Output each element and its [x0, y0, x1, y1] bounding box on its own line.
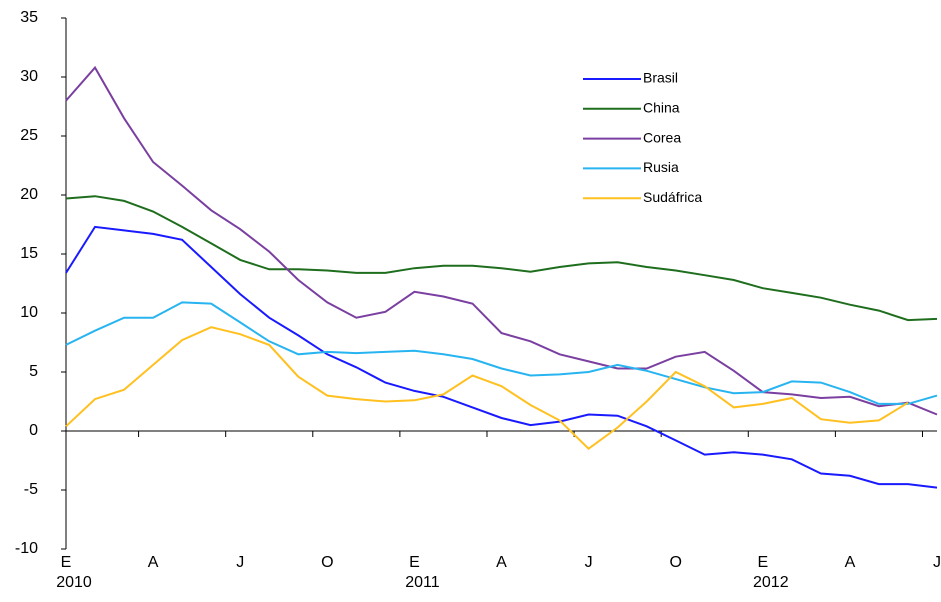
y-tick-label: 10	[20, 304, 38, 321]
y-tick-label: 30	[20, 68, 38, 85]
year-label: 2012	[753, 574, 789, 591]
legend-label: Sudáfrica	[643, 189, 702, 205]
data-line	[65, 326, 909, 451]
y-tick-label: 25	[20, 127, 38, 144]
data-line	[65, 65, 938, 416]
x-tick-label: E	[61, 554, 72, 571]
y-tick-label: -10	[15, 540, 38, 557]
y-tick-label: 20	[20, 186, 38, 203]
legend-label: China	[643, 100, 680, 116]
x-tick-label: A	[845, 554, 856, 571]
legend-label: Brasil	[643, 70, 678, 86]
x-tick-label: E	[409, 554, 420, 571]
x-tick-label: O	[669, 554, 681, 571]
y-tick-label: 35	[20, 9, 38, 26]
data-line	[65, 225, 938, 489]
y-tick-label: 5	[29, 363, 38, 380]
x-tick-label: E	[757, 554, 768, 571]
year-label: 2010	[56, 574, 92, 591]
legend-label: Rusia	[643, 159, 679, 175]
x-tick-label: A	[148, 554, 159, 571]
y-tick-label: -5	[24, 481, 38, 498]
x-tick-label: O	[321, 554, 333, 571]
data-line	[65, 195, 938, 322]
year-label: 2011	[405, 574, 440, 591]
x-tick-label: J	[236, 554, 244, 571]
y-tick-label: 0	[29, 422, 38, 439]
legend-label: Corea	[643, 129, 681, 145]
x-tick-label: A	[496, 554, 507, 571]
x-tick-label: J	[585, 554, 593, 571]
y-tick-label: 15	[20, 245, 38, 262]
x-tick-label: J	[933, 554, 941, 571]
data-line	[65, 301, 938, 405]
